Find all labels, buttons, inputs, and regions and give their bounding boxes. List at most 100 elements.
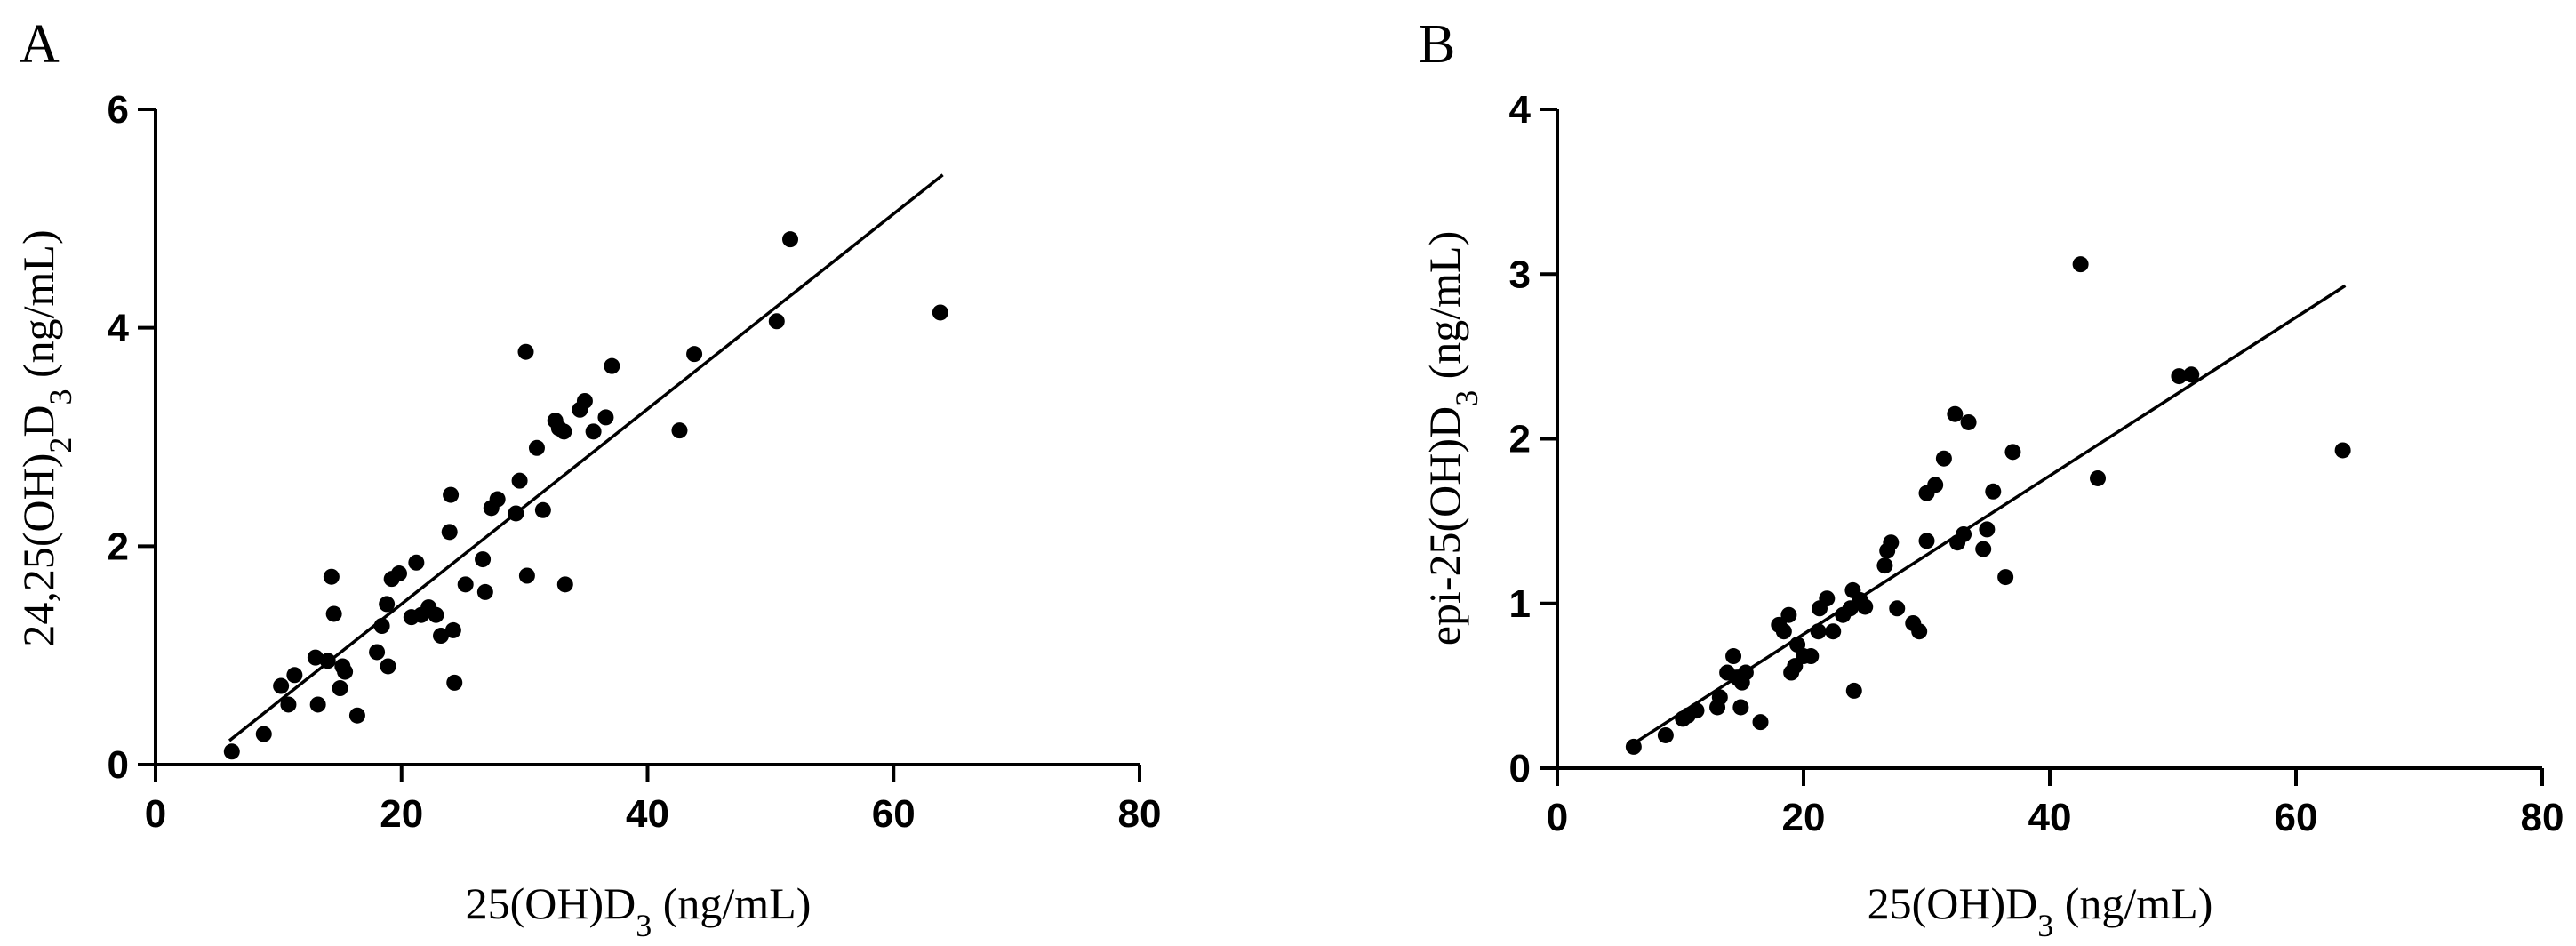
panel-b-points (1625, 256, 2351, 755)
panel-b-data-point (1935, 450, 1952, 467)
panel-a-data-point (476, 583, 493, 600)
panel-b-data-point (1911, 623, 1928, 640)
panel-b-data-point (1979, 521, 1996, 538)
panel-b-data-point (1857, 598, 1874, 615)
panel-b-data-point (1956, 525, 1972, 542)
panel-b-data-point (1625, 738, 1642, 755)
panel-a-data-point (576, 392, 593, 409)
panel-b-data-point (1733, 674, 1750, 691)
panel-b-data-point (1825, 623, 1842, 640)
panel-a-data-point (932, 304, 948, 321)
panel-b-data-point (1889, 600, 1906, 617)
panel-a-data-point (433, 628, 450, 645)
panel-a-data-point (444, 621, 461, 638)
panel-a-data-point (255, 726, 272, 742)
panel-b-data-point (1725, 648, 1742, 665)
panel-a-data-point (475, 551, 492, 568)
panel-b-x-tick-label: 80 (2521, 796, 2564, 839)
panel-a-data-point (323, 568, 340, 585)
panel-a-data-point (223, 743, 240, 760)
panel-a-data-point (671, 422, 688, 439)
panel-a-data-point (446, 674, 463, 691)
panel-a-y-axis-title: 24,25(OH)2D3 (ng/mL) (13, 229, 78, 646)
panel-b-data-point (1775, 623, 1792, 640)
panel-a-data-point (517, 343, 534, 360)
panel-a-data-point (782, 231, 799, 248)
panel-a-data-point (319, 653, 336, 669)
panel-a-y-tick-label: 2 (108, 525, 129, 568)
panel-a-data-point (686, 346, 703, 363)
panel-b-data-point (1883, 534, 1900, 551)
panel-a-data-point (280, 696, 297, 713)
panel-b-axes (1556, 109, 2542, 770)
panel-a-data-point (457, 576, 474, 593)
panel-b-letter: B (1419, 14, 1455, 75)
panel-a-trendline (228, 173, 944, 742)
panel-a-data-point (528, 439, 545, 456)
panel-b-y-tick-label: 2 (1509, 418, 1531, 461)
panel-a-data-point (534, 501, 551, 518)
panel-b-y-axis-title: epi-25(OH)D3 (ng/mL) (1420, 231, 1484, 646)
panel-b-tick-labels: 0 20 40 60 80 0 1 2 3 4 (1509, 88, 2564, 839)
panel-a-y-tick-label: 0 (108, 743, 129, 787)
panel-a-x-tick-label: 60 (872, 792, 916, 836)
panel-b-y-tick-label: 0 (1509, 747, 1531, 790)
panel-b-data-point (1803, 648, 1820, 665)
panel-b-data-point (2090, 469, 2107, 486)
panel-b-data-point (1876, 557, 1893, 574)
panel-b-data-point (1927, 477, 1944, 493)
panel-a-data-point (332, 680, 348, 697)
panel-a-data-point (443, 486, 460, 503)
panel-a-x-tick-label: 20 (380, 792, 423, 836)
panel-b-data-point (1918, 533, 1935, 549)
panel-a-x-tick-label: 0 (145, 792, 166, 836)
panel-b-x-tick-label: 20 (1782, 796, 1826, 839)
panel-a-data-point (768, 313, 785, 330)
panel-b-y-tick-label: 1 (1509, 582, 1531, 626)
panel-a-data-point (408, 554, 425, 571)
panel-b-x-tick-label: 0 (1547, 796, 1568, 839)
panel-b-data-point (2334, 442, 2351, 459)
panel-b-y-tick-label: 3 (1509, 253, 1531, 296)
panel-b-data-point (2183, 366, 2200, 383)
panel-b-x-tick-label: 60 (2275, 796, 2318, 839)
panel-b-x-axis-title: 25(OH)D3 (ng/mL) (1868, 878, 2213, 943)
panel-a-y-tick-label: 6 (108, 88, 129, 132)
panel-a-data-point (380, 658, 396, 675)
panel-b-y-tick-label: 4 (1509, 88, 1532, 132)
panel-b-data-point (1960, 413, 1977, 430)
panel-a-axes (154, 109, 1140, 766)
panel-a-letter: A (20, 14, 60, 75)
panel-b-data-point (1810, 623, 1827, 640)
panel-a-data-point (309, 696, 326, 713)
panel-a-data-point (348, 707, 365, 724)
panel-b-data-point (1688, 702, 1705, 719)
panel-b-data-point (1947, 405, 1964, 422)
panel-b-data-point (1732, 699, 1749, 716)
panel-b-data-point (1711, 689, 1728, 706)
panel-a-points (223, 231, 948, 760)
panel-a-data-point (428, 606, 444, 623)
panel-b-data-point (1985, 483, 2002, 500)
panel-a: A 0 20 40 60 80 0 2 4 6 25(OH)D3 (ng/mL) 24,25(O… (13, 14, 1161, 943)
panel-a-data-point (325, 605, 342, 622)
panel-a-data-point (373, 618, 390, 635)
panel-b-data-point (1819, 590, 1836, 607)
panel-a-ticks (138, 108, 1141, 782)
panel-a-data-point (379, 596, 396, 613)
panel-a-y-tick-label: 4 (108, 307, 130, 350)
panel-a-data-point (286, 667, 303, 684)
panel-b-data-point (2004, 444, 2021, 461)
panel-a-data-point (307, 649, 324, 666)
panel-a-data-point (511, 472, 528, 489)
panel-a-data-point (369, 644, 386, 661)
panel-b-data-point (1657, 726, 1674, 743)
panel-b-data-point (2171, 368, 2188, 385)
panel-a-data-point (489, 491, 506, 508)
panel-b-ticks (1540, 108, 2544, 786)
panel-b-data-point (1752, 714, 1769, 731)
panel-a-data-point (604, 357, 620, 374)
panel-a-data-point (556, 423, 572, 440)
panel-a-tick-labels: 0 20 40 60 80 0 2 4 6 (108, 88, 1162, 836)
